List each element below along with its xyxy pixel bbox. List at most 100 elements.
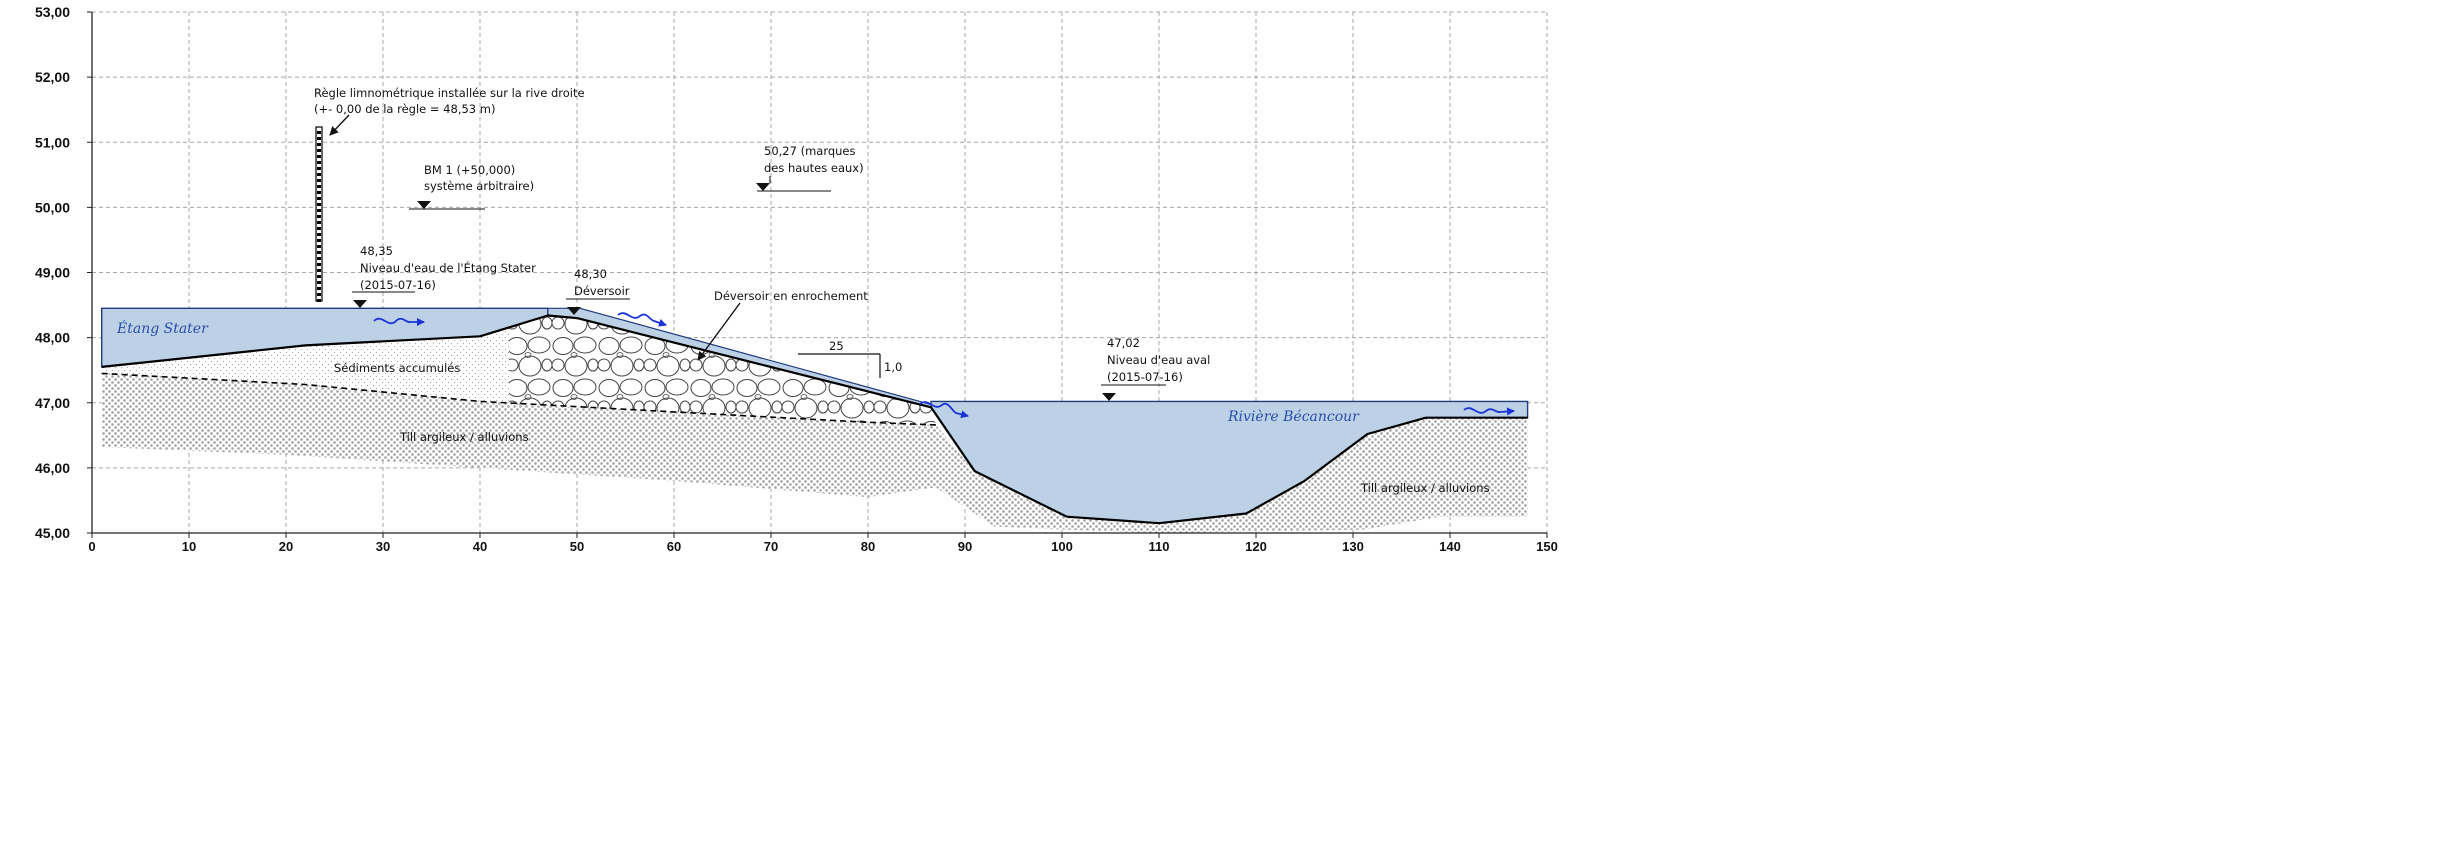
downstream-level-value: 47,02 [1107, 336, 1140, 350]
x-tick-label: 140 [1439, 539, 1461, 554]
y-tick-labels: 45,00 46,00 47,00 48,00 49,00 50,00 51,00 52,00… [35, 4, 92, 541]
gauge-tick [317, 161, 321, 164]
pond-level-label: Niveau d'eau de l'Étang Stater [360, 260, 536, 275]
flow-arrow-river [1463, 407, 1515, 416]
x-tick-label: 10 [182, 539, 196, 554]
gauge-tick [317, 293, 321, 296]
soil-layer [101, 315, 1528, 533]
gauge-tick [317, 203, 321, 206]
gauge-tick [317, 227, 321, 230]
till-left-label: Till argileux / alluvions [399, 430, 529, 444]
weir-level-label: Déversoir [574, 284, 630, 298]
x-tick-label: 120 [1245, 539, 1267, 554]
staff-gauge [315, 126, 323, 302]
x-tick-label: 130 [1342, 539, 1364, 554]
gauge-tick [317, 143, 321, 146]
gauge-tick [317, 245, 321, 248]
x-tick-label: 150 [1536, 539, 1558, 554]
gauge-tick [317, 191, 321, 194]
slope-indicator: 25 1,0 [798, 339, 902, 378]
flood-mark-line1: 50,27 (marques [764, 144, 856, 158]
gauge-tick [317, 221, 321, 224]
gauge-note-line2: (+- 0,00 de la règle = 48,53 m) [314, 102, 495, 116]
y-tick-label: 51,00 [35, 134, 70, 150]
gauge-tick [317, 131, 321, 134]
pond-level-marker [353, 300, 367, 308]
till-right-area [1066, 417, 1528, 533]
river-name-label: Rivière Bécancour [1227, 409, 1360, 425]
weir-level-marker [567, 307, 581, 315]
till-right-label: Till argileux / alluvions [1360, 481, 1490, 495]
pond-level-value: 48,35 [360, 244, 393, 258]
cross-section-diagram: 0 10 20 30 40 50 60 70 80 90 100 110 120 130 140 150 45… [35, 4, 1558, 554]
gauge-tick [317, 155, 321, 158]
riprap-area [509, 315, 936, 425]
bm-label-line1: BM 1 (+50,000) [424, 163, 515, 177]
profile-layer [101, 314, 1528, 525]
gauge-tick [317, 209, 321, 212]
y-tick-label: 50,00 [35, 199, 70, 215]
bm-level-marker [417, 201, 431, 209]
y-tick-label: 46,00 [35, 460, 70, 476]
gauge-note-line1: Règle limnométrique installée sur la riv… [314, 86, 585, 100]
sediment-boundary-line [101, 372, 936, 426]
water-layer [101, 307, 1529, 524]
slope-rise-label: 1,0 [884, 360, 902, 374]
gauge-tick [317, 137, 321, 140]
x-tick-label: 50 [570, 539, 584, 554]
downstream-level-label: Niveau d'eau aval [1107, 353, 1210, 367]
sediment-label: Sédiments accumulés [334, 361, 460, 375]
x-tick-label: 30 [376, 539, 390, 554]
y-tick-label: 49,00 [35, 265, 70, 281]
x-tick-label: 110 [1149, 539, 1170, 554]
gauge-tick [317, 281, 321, 284]
flow-arrow-pond [373, 317, 425, 326]
gauge-tick [317, 251, 321, 254]
weir-level-value: 48,30 [574, 267, 607, 281]
x-tick-label: 0 [88, 539, 95, 554]
gauge-tick [317, 179, 321, 182]
downstream-level-date: (2015-07-16) [1107, 370, 1183, 384]
x-tick-label: 70 [764, 539, 778, 554]
pond-level-date: (2015-07-16) [360, 278, 436, 292]
slope-run-label: 25 [829, 339, 844, 353]
pond-name-label: Étang Stater [116, 319, 209, 337]
gauge-tick [317, 233, 321, 236]
gauge-tick [317, 197, 321, 200]
y-tick-label: 47,00 [35, 395, 70, 411]
gauge-tick [317, 215, 321, 218]
gauge-tick [317, 299, 321, 302]
gauge-tick [317, 263, 321, 266]
axes: 0 10 20 30 40 50 60 70 80 90 100 110 120 130 140 150 45… [35, 4, 1558, 554]
gauge-tick [317, 167, 321, 170]
gauge-tick [317, 269, 321, 272]
downstream-level-marker [1102, 393, 1116, 401]
y-tick-label: 48,00 [35, 330, 70, 346]
flow-arrows [373, 312, 1515, 419]
flow-arrow-weir [617, 312, 667, 327]
x-tick-label: 20 [279, 539, 293, 554]
x-tick-label: 100 [1051, 539, 1073, 554]
y-tick-label: 45,00 [35, 525, 70, 541]
x-tick-label: 90 [958, 539, 972, 554]
gauge-tick [317, 287, 321, 290]
gauge-tick [317, 257, 321, 260]
gauge-tick [317, 185, 321, 188]
x-tick-label: 80 [861, 539, 875, 554]
flow-arrow-toe [919, 401, 969, 419]
sediment-area [101, 324, 519, 403]
till-left-area [101, 373, 1067, 530]
x-tick-label: 40 [473, 539, 487, 554]
annotations: Règle limnométrique installée sur la riv… [116, 86, 1490, 495]
x-tick-labels: 0 10 20 30 40 50 60 70 80 90 100 110 120 130 140 150 [88, 533, 1558, 554]
ground-profile-line [101, 314, 1528, 525]
y-tick-label: 53,00 [35, 4, 70, 20]
riprap-label: Déversoir en enrochement [714, 289, 868, 303]
bm-label-line2: système arbitraire) [424, 179, 534, 193]
flood-mark-marker [756, 183, 770, 191]
gauge-tick [317, 275, 321, 278]
x-tick-label: 60 [667, 539, 681, 554]
y-tick-label: 52,00 [35, 69, 70, 85]
gauge-tick [317, 149, 321, 152]
gauge-tick [317, 239, 321, 242]
